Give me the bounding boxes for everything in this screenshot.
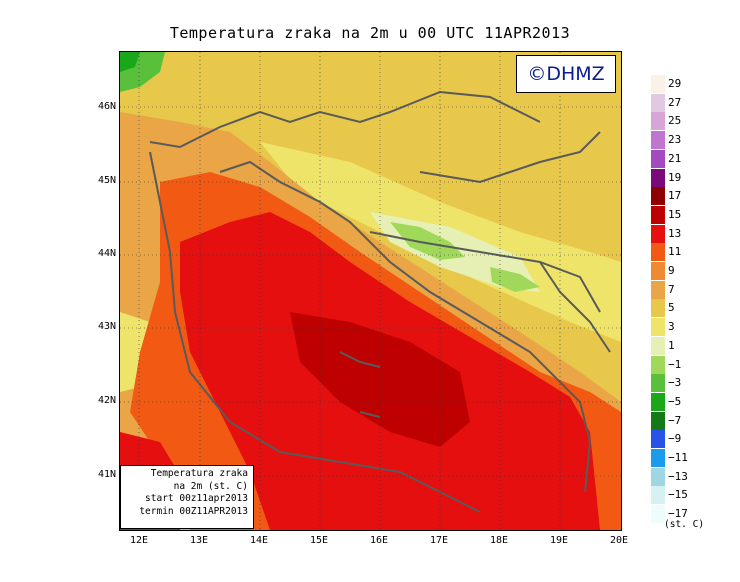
- colorbar-label: 9: [668, 264, 675, 277]
- colorbar-swatch: [651, 93, 665, 112]
- info-line-2: na 2m (st. C): [173, 480, 248, 492]
- colorbar-label: 7: [668, 282, 675, 296]
- colorbar-swatch: [651, 355, 665, 374]
- colorbar-swatch: [651, 505, 665, 524]
- colorbar-swatch: [651, 411, 665, 430]
- colorbar-label: −15: [668, 488, 688, 502]
- colorbar-swatch: [651, 449, 665, 467]
- dhmz-watermark: ©DHMZ: [516, 55, 616, 93]
- cold-patch-2: [490, 267, 540, 292]
- info-line-3: start 00z11apr2013: [145, 493, 248, 504]
- colorbar-label: −3: [668, 376, 682, 390]
- colorbar-label: 21: [668, 151, 682, 165]
- alpine-colder-patch: [120, 52, 140, 72]
- temperature-field: [120, 52, 621, 530]
- info-box: Temperatura zraka na 2m (st. C) start 00…: [120, 465, 254, 529]
- colorbar-label: −1: [668, 357, 682, 371]
- colorbar-swatch: [651, 224, 665, 243]
- info-line-4: termin 00Z11APR2013: [139, 505, 248, 517]
- colorbar-swatch: [651, 243, 665, 262]
- lon-label-14e: 14E: [249, 535, 269, 546]
- colorbar-label: 23: [668, 133, 682, 147]
- colorbar-units: (st. C): [664, 519, 705, 530]
- colorbar-label: 25: [668, 114, 682, 128]
- colorbar-label: 3: [668, 320, 675, 334]
- info-line-1: Temperatura zraka: [150, 468, 248, 479]
- temperature-map: [119, 51, 622, 531]
- colorbar-label: 29: [668, 77, 682, 90]
- colorbar-swatch: [651, 486, 665, 505]
- lon-label-18e: 18E: [489, 535, 509, 546]
- colorbar-swatch: [651, 149, 665, 168]
- lat-label-45n: 45N: [97, 175, 116, 186]
- colorbar-label: 11: [668, 245, 682, 259]
- map-title: Temperatura zraka na 2m u 00 UTC 11APR20…: [169, 24, 571, 42]
- lat-label-44n: 44N: [97, 248, 116, 259]
- lat-label-42n: 42N: [97, 395, 116, 406]
- lon-label-12e: 12E: [129, 535, 149, 546]
- colorbar-label: −7: [668, 413, 682, 427]
- colorbar-label: 1: [668, 338, 675, 352]
- lon-label-19e: 19E: [549, 535, 569, 546]
- colorbar-swatch: [651, 187, 665, 206]
- colorbar-label: 27: [668, 95, 682, 109]
- colorbar-label: −5: [668, 394, 682, 408]
- colorbar-label: −11: [668, 451, 688, 464]
- colorbar-label: −9: [668, 432, 682, 446]
- colorbar-swatch: [651, 299, 665, 318]
- lon-label-15e: 15E: [309, 535, 329, 546]
- colorbar-swatch: [651, 168, 665, 187]
- colorbar-swatch: [651, 112, 665, 131]
- warm-core-zone: [290, 312, 470, 447]
- colorbar-swatch: [651, 467, 665, 486]
- cold-patch-1: [390, 222, 465, 260]
- colorbar-label: −17: [668, 507, 688, 521]
- colorbar-swatch: [651, 205, 665, 224]
- lat-label-41n: 41N: [97, 469, 116, 480]
- lon-label-17e: 17E: [429, 535, 449, 546]
- colorbar-swatch: [651, 374, 665, 393]
- colorbar-swatch: [651, 318, 665, 337]
- lat-label-43n: 43N: [97, 321, 116, 332]
- colorbar-label: −13: [668, 469, 688, 483]
- colorbar-label: 15: [668, 207, 682, 221]
- lon-label-20e: 20E: [609, 535, 629, 546]
- colorbar-label: 5: [668, 301, 675, 315]
- lat-label-46n: 46N: [97, 101, 116, 112]
- lon-label-16e: 16E: [369, 535, 389, 546]
- colorbar-swatch: [651, 336, 665, 355]
- colorbar-label: 17: [668, 189, 682, 203]
- colorbar-swatch: [651, 392, 665, 411]
- colorbar-swatch: [651, 131, 665, 150]
- colorbar-swatch: [651, 280, 665, 299]
- colorbar-label: 13: [668, 226, 682, 240]
- lon-label-13e: 13E: [189, 535, 209, 546]
- colorbar-swatch: [651, 75, 665, 93]
- colorbar-label: 19: [668, 170, 682, 184]
- colorbar-swatch: [651, 262, 665, 280]
- colorbar-swatch: [651, 430, 665, 449]
